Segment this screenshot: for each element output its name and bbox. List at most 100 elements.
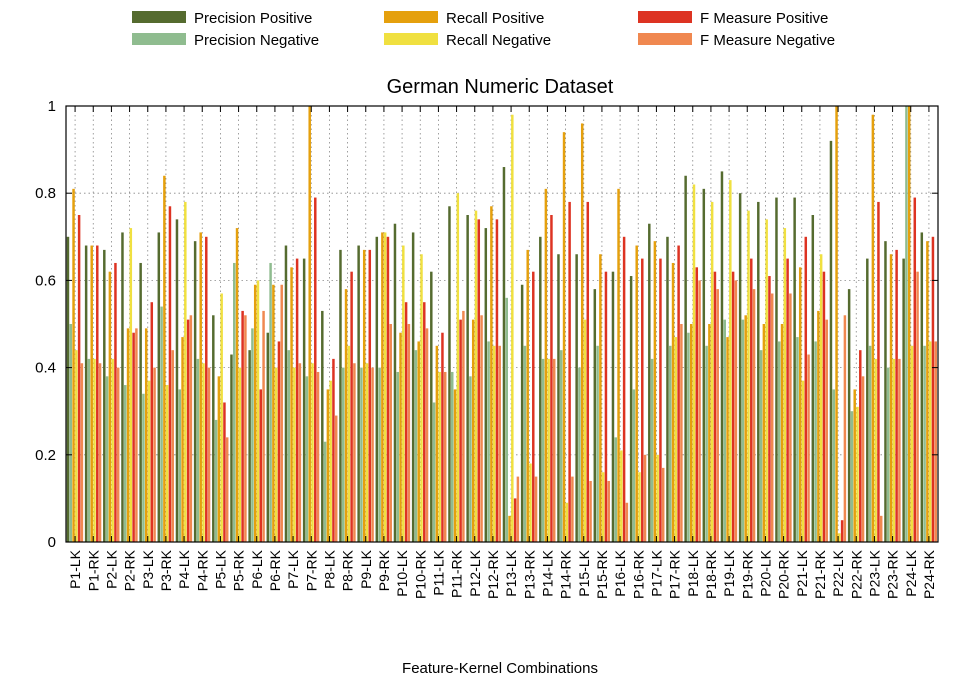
legend-swatch: [638, 11, 692, 23]
bar-recall-positive-p15-lk: [580, 123, 584, 542]
bar-precision-positive-p3-lk: [139, 262, 142, 542]
bar-precision-negative-p19-rk: [741, 319, 745, 542]
bar-f-measure-positive-p24-lk: [913, 197, 917, 542]
bar-precision-negative-p2-rk: [124, 385, 127, 542]
bar-precision-negative-p3-lk: [142, 393, 145, 542]
bar-recall-negative-p14-lk: [547, 358, 550, 542]
bar-precision-positive-p7-rk: [302, 258, 306, 542]
bar-f-measure-negative-p22-lk: [843, 315, 847, 542]
bar-precision-negative-p11-rk: [451, 371, 454, 542]
bar-recall-negative-p19-lk: [729, 180, 732, 542]
bar-recall-negative-p9-lk: [365, 363, 369, 542]
bar-recall-negative-p24-lk: [910, 345, 914, 542]
bar-recall-negative-p20-rk: [783, 228, 787, 542]
bar-recall-positive-p23-lk: [871, 114, 875, 542]
bar-precision-negative-p11-lk: [432, 402, 436, 542]
x-tick-label: P18-LK: [685, 549, 701, 596]
bar-precision-positive-p24-rk: [920, 232, 924, 542]
x-tick-label: P11-RK: [449, 549, 465, 598]
bar-f-measure-negative-p7-lk: [298, 363, 302, 542]
bar-f-measure-positive-p18-lk: [695, 267, 699, 542]
bar-recall-positive-p8-lk: [326, 389, 330, 542]
bar-precision-negative-p7-lk: [287, 350, 290, 542]
bar-precision-negative-p17-lk: [650, 358, 654, 542]
bar-f-measure-negative-p24-lk: [916, 271, 919, 542]
x-tick-label: P19-RK: [739, 549, 755, 599]
legend-swatch: [132, 33, 186, 45]
bar-recall-negative-p6-rk: [274, 367, 278, 542]
x-tick-label: P5-RK: [231, 549, 247, 591]
bar-precision-negative-p9-lk: [360, 367, 363, 542]
bar-recall-negative-p15-rk: [601, 472, 605, 542]
bar-precision-positive-p10-lk: [393, 223, 397, 542]
bar-recall-positive-p18-rk: [708, 324, 711, 542]
bar-f-measure-negative-p4-lk: [189, 315, 193, 542]
bar-recall-positive-p1-rk: [90, 245, 93, 542]
bar-precision-negative-p8-lk: [323, 441, 327, 542]
x-tick-label: P16-LK: [612, 549, 628, 596]
bar-recall-negative-p13-lk: [511, 114, 514, 542]
bar-f-measure-positive-p11-lk: [441, 332, 444, 542]
legend-swatch: [384, 33, 438, 45]
y-tick-label: 0.8: [35, 185, 56, 202]
bar-recall-positive-p16-rk: [635, 245, 638, 542]
bar-precision-positive-p17-rk: [666, 236, 669, 543]
x-tick-label: P23-RK: [885, 549, 901, 599]
bar-f-measure-negative-p6-lk: [262, 310, 265, 542]
x-tick-label: P10-RK: [412, 549, 428, 599]
bar-precision-negative-p1-rk: [87, 358, 91, 542]
bar-precision-negative-p10-lk: [396, 371, 399, 542]
bar-f-measure-negative-p8-rk: [353, 363, 356, 542]
legend-label: Precision Negative: [194, 32, 319, 49]
bar-f-measure-positive-p13-rk: [532, 271, 535, 542]
bar-f-measure-negative-p13-rk: [534, 476, 538, 542]
bar-f-measure-negative-p5-lk: [225, 437, 229, 542]
bar-recall-positive-p3-rk: [163, 175, 166, 542]
bar-f-measure-negative-p16-rk: [643, 454, 647, 542]
bar-f-measure-positive-p14-rk: [568, 201, 571, 543]
bar-recall-positive-p1-lk: [72, 188, 75, 542]
bar-f-measure-positive-p19-rk: [750, 258, 753, 542]
bar-f-measure-positive-p5-rk: [241, 310, 244, 542]
y-tick-label: 0.6: [35, 272, 56, 289]
bar-recall-negative-p11-lk: [438, 371, 441, 542]
bar-recall-positive-p12-lk: [471, 319, 475, 542]
bar-recall-positive-p8-rk: [344, 289, 348, 542]
bar-f-measure-negative-p12-lk: [480, 315, 483, 542]
bar-f-measure-positive-p15-rk: [604, 271, 608, 542]
bar-f-measure-positive-p16-lk: [622, 236, 626, 543]
bar-precision-negative-p23-rk: [887, 367, 890, 542]
bar-f-measure-negative-p15-rk: [607, 480, 610, 542]
bar-precision-negative-p16-lk: [614, 437, 617, 542]
bar-recall-positive-p19-rk: [744, 315, 747, 542]
x-tick-label: P8-LK: [321, 549, 337, 589]
x-tick-label: P6-RK: [267, 549, 283, 591]
bar-f-measure-positive-p9-rk: [386, 236, 390, 543]
bar-f-measure-positive-p24-rk: [931, 236, 935, 543]
bar-f-measure-positive-p6-lk: [259, 389, 263, 542]
x-tick-label: P23-LK: [866, 549, 882, 596]
bar-recall-negative-p20-lk: [765, 219, 768, 543]
x-tick-label: P21-RK: [812, 549, 828, 599]
bar-recall-negative-p16-lk: [620, 450, 623, 542]
bar-precision-positive-p18-lk: [684, 175, 687, 542]
bar-f-measure-positive-p7-rk: [314, 197, 317, 542]
bar-recall-negative-p10-rk: [420, 254, 423, 543]
x-tick-label: P2-LK: [103, 549, 119, 589]
bar-f-measure-positive-p3-lk: [150, 302, 154, 542]
x-tick-label: P13-LK: [503, 549, 519, 596]
bar-f-measure-positive-p5-lk: [223, 402, 226, 542]
bar-precision-negative-p22-lk: [832, 389, 835, 542]
bar-f-measure-positive-p21-lk: [804, 236, 808, 543]
bar-f-measure-negative-p5-rk: [244, 315, 247, 542]
bar-precision-negative-p13-rk: [523, 345, 527, 542]
bar-recall-positive-p2-rk: [126, 328, 130, 542]
bar-f-measure-positive-p10-lk: [404, 302, 408, 542]
bar-precision-positive-p12-rk: [484, 228, 488, 542]
bar-recall-negative-p12-rk: [492, 345, 496, 542]
bar-precision-positive-p14-rk: [557, 254, 560, 543]
bar-f-measure-negative-p11-lk: [443, 371, 447, 542]
grid: [66, 106, 938, 542]
bar-recall-negative-p11-rk: [456, 193, 460, 542]
bar-recall-negative-p1-lk: [75, 350, 78, 542]
